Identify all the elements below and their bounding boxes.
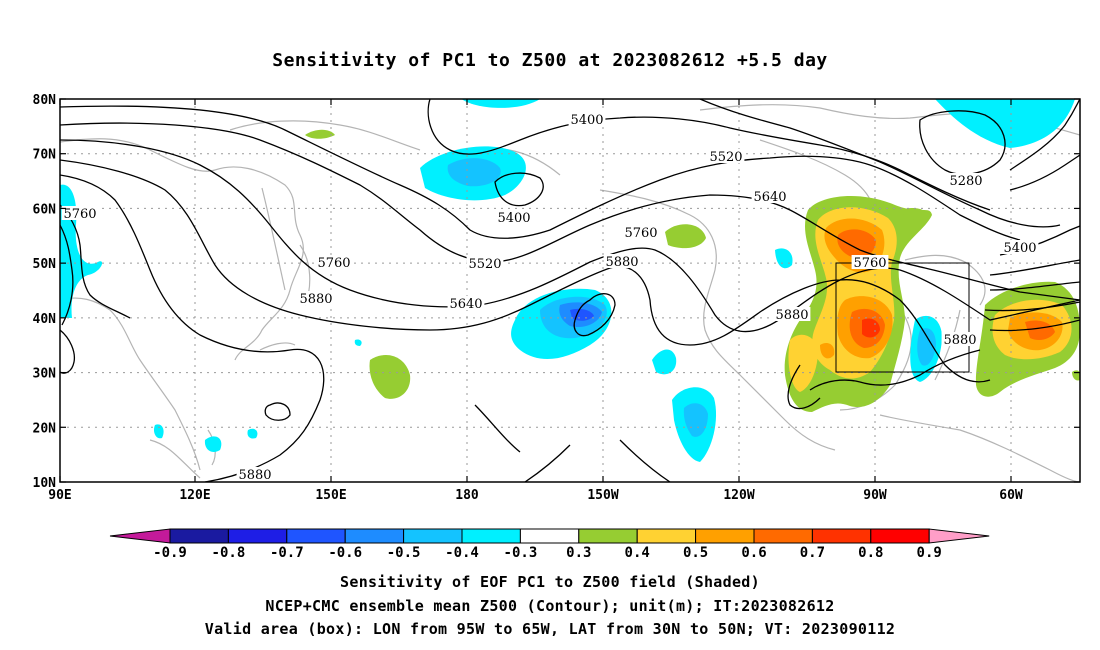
colorbar (109, 528, 990, 544)
lon-label: 180 (455, 488, 479, 503)
lat-label: 80N (33, 93, 57, 108)
contour-label: 5880 (299, 292, 332, 307)
contour-label: 5520 (468, 257, 501, 272)
colorbar-label: 0.8 (858, 545, 883, 561)
contour-label: 5760 (624, 226, 657, 241)
axis-ticks (59, 98, 1080, 483)
colorbar-label: 0.5 (683, 545, 708, 561)
colorbar-label: 0.6 (741, 545, 766, 561)
longitude-labels: 90E 120E 150E 180 150W 120W 90W 60W (48, 488, 1023, 503)
contour-label: 5760 (63, 207, 96, 222)
colorbar-segment (227, 528, 288, 544)
colorbar-segment (870, 528, 930, 544)
valid-area-box (835, 262, 970, 373)
contour-label: 5280 (949, 174, 982, 189)
lat-label: 30N (33, 367, 57, 382)
contour-label: 5880 (605, 255, 638, 270)
caption-valid-area: Valid area (box): LON from 95W to 65W, L… (204, 620, 896, 638)
contour-label: 5880 (238, 468, 271, 483)
colorbar-segment (753, 528, 813, 544)
lon-label: 150W (587, 488, 618, 503)
colorbar-label: -0.7 (270, 545, 304, 561)
lat-label: 50N (33, 257, 57, 272)
contour-labels: 5400 5520 5280 5640 5400 5760 5400 5520 5760 5880… (61, 112, 1039, 483)
lat-label: 20N (33, 421, 57, 436)
colorbar-label: 0.9 (917, 545, 942, 561)
colorbar-label: 0.4 (625, 545, 650, 561)
colorbar-label: -0.4 (445, 545, 479, 561)
lon-label: 120W (723, 488, 754, 503)
contour-label: 5640 (449, 297, 482, 312)
colorbar-segment (109, 528, 171, 544)
colorbar-label: -0.8 (212, 545, 246, 561)
lon-label: 60W (999, 488, 1023, 503)
lat-label: 70N (33, 148, 57, 163)
contour-label: 5640 (753, 190, 786, 205)
colorbar-label: 0.7 (800, 545, 825, 561)
colorbar-segment (344, 528, 405, 544)
colorbar-segment (403, 528, 463, 544)
lat-label: 10N (33, 476, 57, 491)
contour-label: 5400 (1003, 241, 1036, 256)
contour-label: 5880 (775, 308, 808, 323)
contour-label: 5520 (709, 150, 742, 165)
lon-label: 150E (315, 488, 346, 503)
lon-label: 120E (179, 488, 210, 503)
contour-label: 5760 (317, 256, 350, 271)
colorbar-segment (286, 528, 346, 544)
negative-shading (60, 99, 1075, 462)
contour-label: 5880 (943, 333, 976, 348)
colorbar-segment (578, 528, 638, 544)
latitude-labels: 80N 70N 60N 50N 40N 30N 20N 10N (33, 93, 57, 491)
colorbar-label: -0.9 (153, 545, 187, 561)
colorbar-label: 0.3 (566, 545, 591, 561)
caption-contour: NCEP+CMC ensemble mean Z500 (Contour); u… (265, 597, 835, 615)
colorbar-segment (169, 528, 229, 544)
colorbar-segment (695, 528, 755, 544)
colorbar-segment (811, 528, 872, 544)
colorbar-label: -0.6 (328, 545, 362, 561)
z500-contours (60, 99, 1080, 482)
colorbar-label: -0.5 (387, 545, 421, 561)
colorbar-segment (636, 528, 697, 544)
lon-label: 90W (863, 488, 887, 503)
map-title: Sensitivity of PC1 to Z500 at 2023082612… (272, 50, 828, 71)
colorbar-segment (519, 528, 580, 544)
caption-shaded: Sensitivity of EOF PC1 to Z500 field (Sh… (340, 573, 760, 591)
colorbar-label: -0.3 (504, 545, 538, 561)
colorbar-segment (461, 528, 521, 544)
colorbar-labels: -0.9 -0.8 -0.7 -0.6 -0.5 -0.4 -0.3 0.3 0.4 0.5 0.6… (153, 545, 942, 561)
contour-label: 5400 (497, 211, 530, 226)
lat-label: 40N (33, 312, 57, 327)
contour-label: 5400 (570, 113, 603, 128)
lon-label: 90E (48, 488, 71, 503)
colorbar-segment (928, 528, 990, 544)
contour-label: 5760 (853, 256, 886, 271)
plot-frame (59, 98, 1081, 483)
lat-label: 60N (33, 202, 57, 217)
